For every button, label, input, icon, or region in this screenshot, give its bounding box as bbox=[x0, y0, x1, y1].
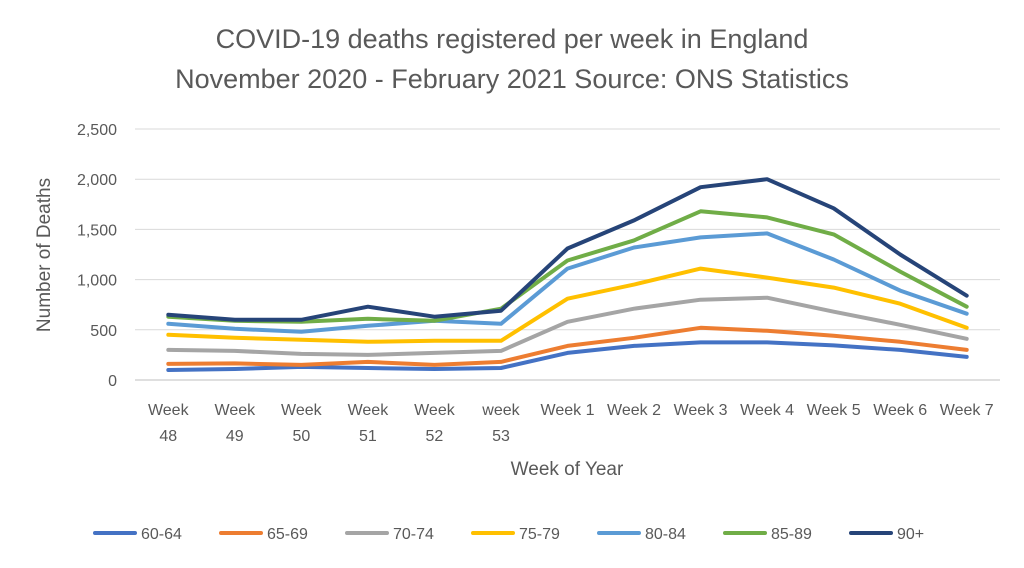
legend-item: 60-64 bbox=[93, 526, 182, 543]
x-tick-label: Week 1 bbox=[541, 402, 595, 419]
x-tick-label-line: Week 2 bbox=[607, 402, 661, 419]
x-tick-label: Week 51 bbox=[348, 402, 390, 445]
x-tick-label-line: Week bbox=[148, 402, 190, 419]
x-tick-label-line: Week bbox=[281, 402, 323, 419]
chart-title-line-1: COVID-19 deaths registered per week in E… bbox=[216, 24, 809, 54]
chart-title-line-2: November 2020 - February 2021 Source: ON… bbox=[175, 64, 849, 94]
x-tick-label-line: 52 bbox=[426, 428, 444, 445]
x-tick-label: Week 50 bbox=[281, 402, 323, 445]
y-tick-label: 1,500 bbox=[77, 222, 117, 239]
x-tick-label-line: Week bbox=[348, 402, 390, 419]
x-tick-label-line: 50 bbox=[292, 428, 310, 445]
x-tick-label: Week 3 bbox=[674, 402, 728, 419]
x-axis-title: Week of Year bbox=[511, 459, 624, 480]
series-line-60-64 bbox=[166, 340, 969, 372]
legend-label: 65-69 bbox=[267, 526, 308, 543]
y-axis-title: Number of Deaths bbox=[34, 178, 55, 332]
x-axis-tick-labels: Week 48 Week 49 Week 50 Week 51 Week 52 week 53 Week… bbox=[148, 402, 994, 445]
x-tick-label-line: Week bbox=[414, 402, 456, 419]
y-tick-label: 0 bbox=[108, 373, 117, 390]
legend-item: 75-79 bbox=[471, 526, 560, 543]
x-tick-label-line: Week 4 bbox=[740, 402, 794, 419]
x-tick-label-line: Week bbox=[215, 402, 257, 419]
legend-label: 85-89 bbox=[771, 526, 812, 543]
x-tick-label: Week 7 bbox=[940, 402, 994, 419]
x-tick-label-line: Week 3 bbox=[674, 402, 728, 419]
x-tick-label: Week 49 bbox=[215, 402, 257, 445]
x-tick-label-line: 49 bbox=[226, 428, 244, 445]
series-line-80-84 bbox=[166, 231, 969, 334]
x-tick-label-line: 53 bbox=[492, 428, 510, 445]
y-axis-tick-labels: 0 500 1,000 1,500 2,000 2,500 bbox=[77, 122, 117, 390]
x-tick-label: Week 4 bbox=[740, 402, 794, 419]
x-tick-label-line: 51 bbox=[359, 428, 377, 445]
series-line-90+ bbox=[166, 177, 969, 322]
legend-label: 70-74 bbox=[393, 526, 434, 543]
series-line-70-74 bbox=[166, 295, 969, 357]
legend-item: 70-74 bbox=[345, 526, 434, 543]
y-tick-label: 500 bbox=[90, 323, 117, 340]
x-tick-label: Week 2 bbox=[607, 402, 661, 419]
x-tick-label: week 53 bbox=[481, 402, 520, 445]
legend-label: 80-84 bbox=[645, 526, 686, 543]
legend-item: 65-69 bbox=[219, 526, 308, 543]
series-line-65-69 bbox=[166, 325, 969, 367]
legend-label: 75-79 bbox=[519, 526, 560, 543]
legend-label: 90+ bbox=[897, 526, 924, 543]
y-tick-label: 2,000 bbox=[77, 172, 117, 189]
legend-label: 60-64 bbox=[141, 526, 182, 543]
legend-item: 90+ bbox=[849, 526, 924, 543]
x-tick-label: Week 6 bbox=[873, 402, 927, 419]
legend-item: 85-89 bbox=[723, 526, 812, 543]
series-lines bbox=[166, 177, 969, 372]
x-tick-label-line: 48 bbox=[159, 428, 177, 445]
x-tick-label-line: Week 5 bbox=[807, 402, 861, 419]
y-tick-label: 1,000 bbox=[77, 273, 117, 290]
x-tick-label-line: Week 6 bbox=[873, 402, 927, 419]
x-tick-label-line: week bbox=[481, 402, 520, 419]
legend: 60-64 65-69 70-74 75-79 80-84 85-89 90+ bbox=[93, 526, 924, 543]
x-tick-label: Week 5 bbox=[807, 402, 861, 419]
legend-item: 80-84 bbox=[597, 526, 686, 543]
x-tick-label: Week 52 bbox=[414, 402, 456, 445]
x-tick-label-line: Week 7 bbox=[940, 402, 994, 419]
x-tick-label-line: Week 1 bbox=[541, 402, 595, 419]
x-tick-label: Week 48 bbox=[148, 402, 190, 445]
series-line-75-79 bbox=[166, 266, 969, 344]
y-tick-label: 2,500 bbox=[77, 122, 117, 139]
